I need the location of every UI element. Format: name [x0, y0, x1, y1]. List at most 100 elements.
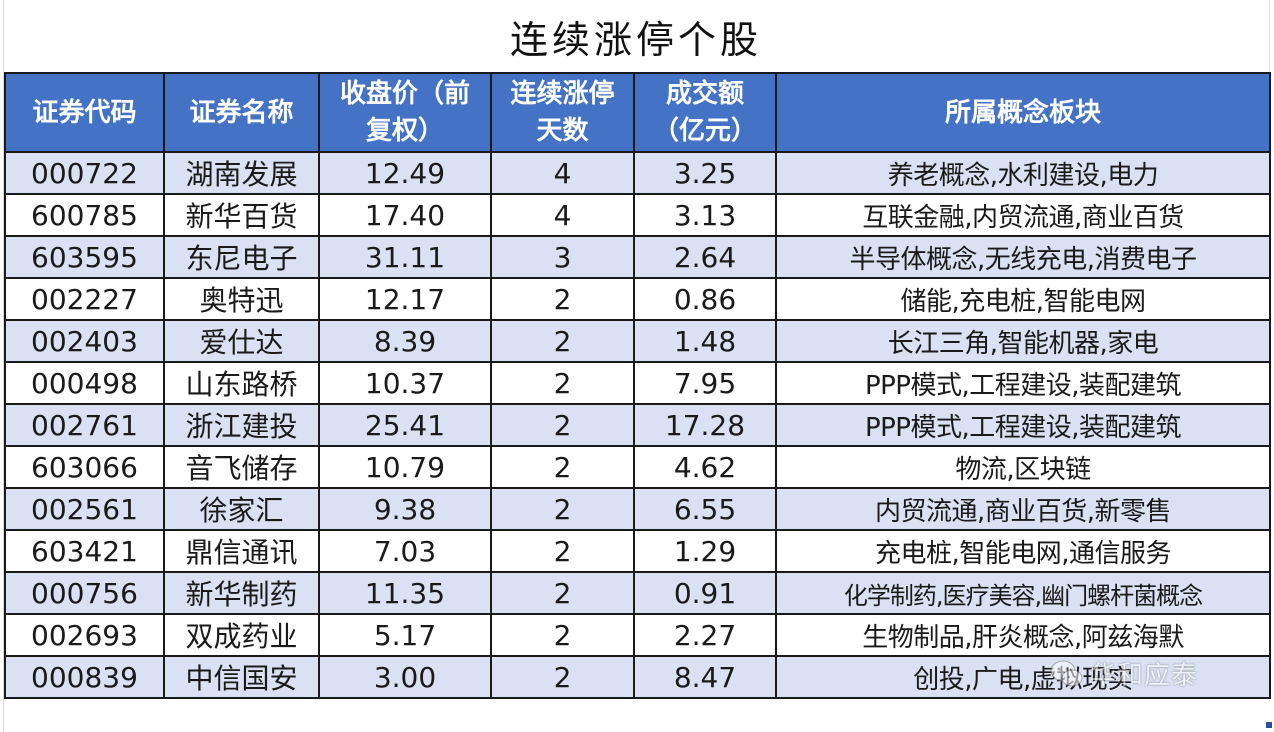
- cell-concepts: 生物制品,肝炎概念,阿兹海默: [775, 613, 1271, 657]
- header-security-code: 证券代码: [4, 72, 165, 153]
- cell-concepts: 化学制药,医疗美容,幽门螺杆菌概念: [775, 571, 1271, 615]
- cell-concepts: 储能,充电桩,智能电网: [775, 277, 1271, 321]
- cell-turnover: 8.47: [633, 655, 777, 699]
- cell-close: 9.38: [318, 487, 492, 531]
- cell-concepts: 充电桩,智能电网,通信服务: [775, 529, 1271, 573]
- cell-name: 浙江建投: [163, 403, 320, 447]
- table-row: 000756 新华制药 11.35 2 0.91 化学制药,医疗美容,幽门螺杆菌…: [4, 571, 1271, 615]
- cell-days: 2: [490, 571, 635, 615]
- cell-concepts: PPP模式,工程建设,装配建筑: [775, 403, 1271, 447]
- cell-name: 东尼电子: [163, 235, 320, 279]
- cell-close: 25.41: [318, 403, 492, 447]
- cell-days: 2: [490, 445, 635, 489]
- cell-name: 音飞储存: [163, 445, 320, 489]
- cell-name: 中信国安: [163, 655, 320, 699]
- table-row: 002693 双成药业 5.17 2 2.27 生物制品,肝炎概念,阿兹海默: [4, 613, 1271, 657]
- cell-concepts: 半导体概念,无线充电,消费电子: [775, 235, 1271, 279]
- cell-close: 3.00: [318, 655, 492, 699]
- header-turnover-line1: 成交额: [665, 78, 744, 109]
- cell-days: 2: [490, 529, 635, 573]
- cell-concepts: 物流,区块链: [775, 445, 1271, 489]
- cell-close: 17.40: [318, 193, 492, 237]
- cell-name: 新华百货: [163, 193, 320, 237]
- cell-days: 2: [490, 319, 635, 363]
- sheet-left-gridline: [3, 0, 4, 732]
- cell-turnover: 1.48: [633, 319, 777, 363]
- cell-close: 7.03: [318, 529, 492, 573]
- cell-concepts: 长江三角,智能机器,家电: [775, 319, 1271, 363]
- cell-code: 000498: [4, 361, 165, 405]
- cell-close: 5.17: [318, 613, 492, 657]
- cell-concepts: PPP模式,工程建设,装配建筑: [775, 361, 1271, 405]
- table-row: 000839 中信国安 3.00 2 8.47 创投,广电,虚拟现实: [4, 655, 1271, 699]
- cell-concepts: 养老概念,水利建设,电力: [775, 151, 1271, 195]
- table-row: 600785 新华百货 17.40 4 3.13 互联金融,内贸流通,商业百货: [4, 193, 1271, 237]
- table-row: 002403 爱仕达 8.39 2 1.48 长江三角,智能机器,家电: [4, 319, 1271, 363]
- cell-close: 11.35: [318, 571, 492, 615]
- table-row: 002561 徐家汇 9.38 2 6.55 内贸流通,商业百货,新零售: [4, 487, 1271, 531]
- cell-days: 3: [490, 235, 635, 279]
- cell-name: 山东路桥: [163, 361, 320, 405]
- cell-name: 奥特迅: [163, 277, 320, 321]
- cell-close: 10.37: [318, 361, 492, 405]
- cell-days: 4: [490, 193, 635, 237]
- cell-turnover: 2.27: [633, 613, 777, 657]
- header-close-price-line2: 复权）: [365, 115, 444, 146]
- header-turnover-line2: （亿元）: [652, 115, 757, 146]
- cell-days: 2: [490, 403, 635, 447]
- cell-close: 10.79: [318, 445, 492, 489]
- table-row: 002761 浙江建投 25.41 2 17.28 PPP模式,工程建设,装配建…: [4, 403, 1271, 447]
- cell-concepts: 创投,广电,虚拟现实: [775, 655, 1271, 699]
- cell-code: 603421: [4, 529, 165, 573]
- header-close-price: 收盘价（前 复权）: [318, 72, 492, 153]
- cell-code: 002227: [4, 277, 165, 321]
- cell-name: 双成药业: [163, 613, 320, 657]
- table-row: 603595 东尼电子 31.11 3 2.64 半导体概念,无线充电,消费电子: [4, 235, 1271, 279]
- cell-close: 31.11: [318, 235, 492, 279]
- table-row: 603421 鼎信通讯 7.03 2 1.29 充电桩,智能电网,通信服务: [4, 529, 1271, 573]
- limit-up-stocks-table: 证券代码 证券名称 收盘价（前 复权） 连续涨停 天数 成交额 （亿元） 所属概…: [4, 72, 1271, 699]
- cell-code: 002561: [4, 487, 165, 531]
- cell-code: 002761: [4, 403, 165, 447]
- cell-code: 002403: [4, 319, 165, 363]
- cell-name: 湖南发展: [163, 151, 320, 195]
- cell-turnover: 6.55: [633, 487, 777, 531]
- cell-days: 4: [490, 151, 635, 195]
- header-security-name: 证券名称: [163, 72, 320, 153]
- header-concept-sectors: 所属概念板块: [775, 72, 1271, 153]
- cell-code: 603066: [4, 445, 165, 489]
- cell-turnover: 0.91: [633, 571, 777, 615]
- cell-name: 新华制药: [163, 571, 320, 615]
- cell-turnover: 1.29: [633, 529, 777, 573]
- header-turnover: 成交额 （亿元）: [633, 72, 777, 153]
- cell-turnover: 4.62: [633, 445, 777, 489]
- header-close-price-line1: 收盘价（前: [339, 78, 470, 109]
- page-title: 连续涨停个股: [509, 17, 762, 62]
- cell-name: 鼎信通讯: [163, 529, 320, 573]
- cell-close: 12.17: [318, 277, 492, 321]
- table-row: 603066 音飞储存 10.79 2 4.62 物流,区块链: [4, 445, 1271, 489]
- cell-days: 2: [490, 487, 635, 531]
- cell-close: 8.39: [318, 319, 492, 363]
- cell-turnover: 2.64: [633, 235, 777, 279]
- table-header-row: 证券代码 证券名称 收盘价（前 复权） 连续涨停 天数 成交额 （亿元） 所属概…: [4, 72, 1271, 153]
- table-row: 002227 奥特迅 12.17 2 0.86 储能,充电桩,智能电网: [4, 277, 1271, 321]
- cell-code: 600785: [4, 193, 165, 237]
- cell-turnover: 3.13: [633, 193, 777, 237]
- cell-turnover: 17.28: [633, 403, 777, 447]
- cell-name: 徐家汇: [163, 487, 320, 531]
- cell-turnover: 7.95: [633, 361, 777, 405]
- sheet-right-gridline: [1269, 0, 1270, 72]
- cell-days: 2: [490, 655, 635, 699]
- cell-selection-handle: [1266, 722, 1272, 728]
- cell-code: 603595: [4, 235, 165, 279]
- cell-concepts: 内贸流通,商业百货,新零售: [775, 487, 1271, 531]
- cell-close: 12.49: [318, 151, 492, 195]
- header-limit-up-days-line2: 天数: [536, 115, 589, 146]
- header-limit-up-days-line1: 连续涨停: [510, 78, 615, 109]
- cell-turnover: 0.86: [633, 277, 777, 321]
- cell-code: 000839: [4, 655, 165, 699]
- cell-code: 000722: [4, 151, 165, 195]
- table-row: 000498 山东路桥 10.37 2 7.95 PPP模式,工程建设,装配建筑: [4, 361, 1271, 405]
- cell-days: 2: [490, 277, 635, 321]
